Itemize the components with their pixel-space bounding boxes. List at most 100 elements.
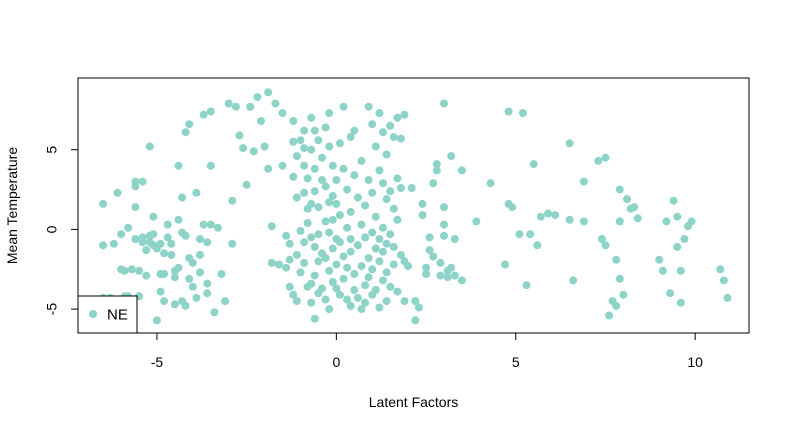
data-point	[203, 238, 212, 247]
data-point	[346, 247, 355, 256]
data-point	[440, 99, 448, 108]
data-point	[145, 142, 154, 151]
legend: NE	[77, 295, 138, 334]
data-point	[321, 123, 330, 132]
data-point	[432, 160, 441, 169]
data-point	[361, 281, 370, 290]
y-tick-label: 0	[44, 225, 60, 233]
legend-box	[77, 295, 138, 334]
data-point	[325, 109, 334, 118]
data-point	[411, 297, 420, 306]
data-point	[196, 268, 204, 277]
data-point	[353, 193, 362, 202]
data-point	[339, 164, 348, 173]
data-point	[357, 220, 366, 229]
data-point	[325, 228, 334, 237]
data-point	[436, 258, 445, 267]
data-point	[332, 176, 341, 184]
data-point	[350, 126, 359, 135]
data-point	[206, 161, 215, 170]
data-point	[231, 102, 240, 111]
data-point	[375, 257, 384, 266]
data-point	[350, 270, 359, 278]
data-point	[242, 180, 251, 189]
data-point	[508, 203, 517, 212]
data-point	[579, 177, 588, 186]
data-point	[655, 255, 664, 264]
data-point	[167, 250, 176, 259]
data-point	[339, 102, 348, 111]
data-point	[149, 212, 158, 221]
data-point	[303, 174, 312, 183]
data-point	[343, 185, 352, 194]
data-point	[619, 290, 628, 299]
data-point	[386, 187, 395, 196]
data-point	[282, 263, 291, 272]
data-point	[113, 188, 122, 197]
data-point	[300, 161, 309, 170]
data-point	[131, 235, 140, 243]
data-point	[680, 235, 689, 243]
data-point	[300, 188, 309, 197]
data-point	[271, 99, 280, 108]
data-point	[339, 252, 348, 261]
data-point	[196, 235, 204, 243]
data-point	[418, 211, 427, 220]
data-point	[375, 235, 384, 243]
data-point	[332, 284, 341, 293]
data-point	[612, 255, 621, 264]
data-point	[156, 287, 165, 296]
data-point	[163, 220, 172, 229]
data-point	[501, 260, 509, 269]
data-point	[163, 233, 172, 242]
data-point	[181, 301, 190, 310]
data-point	[379, 247, 387, 256]
data-point	[328, 278, 337, 286]
data-point	[127, 265, 136, 274]
data-point	[623, 195, 631, 204]
data-point	[382, 195, 391, 204]
data-point	[292, 193, 301, 202]
data-point	[343, 263, 352, 272]
data-point	[440, 220, 448, 229]
data-point	[436, 271, 445, 280]
data-point	[325, 198, 334, 207]
data-point	[325, 142, 334, 151]
x-tick-label: -5	[151, 354, 164, 370]
data-point	[443, 273, 452, 282]
data-point	[389, 260, 398, 269]
data-point	[368, 228, 377, 237]
x-axis-label: Latent Factors	[369, 394, 459, 410]
data-point	[292, 297, 301, 306]
data-point	[332, 260, 341, 269]
data-point	[522, 281, 531, 290]
x-axis: -5 0 5 10	[151, 332, 703, 370]
data-point	[278, 161, 287, 170]
data-point	[673, 242, 682, 251]
data-point	[371, 244, 380, 253]
data-point	[300, 144, 309, 153]
data-point	[346, 133, 355, 141]
data-point	[361, 298, 370, 307]
data-point	[282, 231, 291, 240]
data-point	[224, 99, 233, 108]
data-point	[300, 126, 309, 135]
data-point	[156, 239, 165, 248]
data-point	[346, 235, 355, 243]
data-point	[203, 289, 212, 298]
data-point	[239, 144, 248, 153]
data-point	[321, 217, 330, 226]
data-point	[612, 301, 621, 310]
data-point	[314, 230, 323, 239]
data-point	[389, 204, 398, 213]
data-point	[206, 107, 215, 116]
data-point	[371, 286, 380, 294]
data-point	[307, 145, 316, 154]
data-point	[425, 246, 434, 255]
data-point	[407, 184, 416, 192]
data-point	[300, 238, 309, 247]
data-point	[185, 120, 194, 129]
data-point	[386, 282, 395, 291]
data-point	[601, 241, 610, 250]
